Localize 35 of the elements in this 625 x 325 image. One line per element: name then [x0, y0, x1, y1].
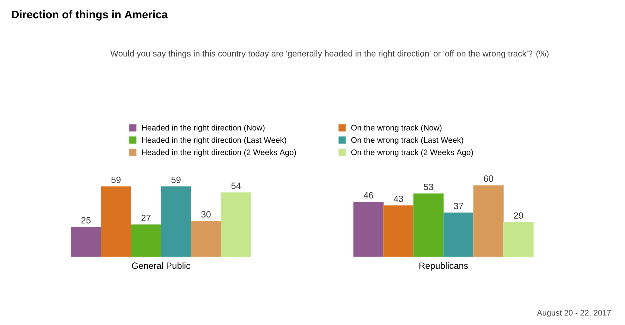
- x-tick-label: Republicans: [420, 262, 468, 271]
- bar: [101, 186, 132, 258]
- legend-label: On the wrong track (2 Weeks Ago): [352, 149, 474, 157]
- bar: [191, 221, 222, 258]
- bar: [161, 186, 192, 258]
- legend-label: On the wrong track (Now): [352, 124, 442, 132]
- data-label: 59: [112, 176, 121, 184]
- data-label: 53: [424, 184, 434, 190]
- chart-title: Direction of things in America: [12, 10, 168, 21]
- legend-label: Headed in the right direction (Now): [142, 124, 265, 132]
- legend-label: On the wrong track (Last Week): [352, 137, 464, 145]
- data-label: 37: [454, 203, 464, 210]
- bar: [354, 202, 384, 258]
- bar: [221, 192, 252, 258]
- data-label: 43: [394, 196, 404, 202]
- bar: [444, 212, 474, 258]
- bar: [384, 206, 414, 258]
- bar: [414, 194, 444, 258]
- data-label: 54: [232, 182, 241, 190]
- x-tick-label: General Public: [132, 262, 191, 270]
- legend-label: Headed in the right direction (Last Week): [142, 137, 286, 145]
- text: August 20 - 22, 2017: [537, 310, 612, 318]
- data-label: 59: [172, 176, 181, 184]
- bar: [504, 222, 534, 258]
- bar: [131, 224, 162, 258]
- data-label: 60: [484, 176, 494, 182]
- data-label: 25: [82, 217, 91, 224]
- data-label: 30: [202, 211, 211, 218]
- data-label: 27: [142, 215, 151, 222]
- bar: [474, 185, 504, 258]
- bar: [71, 227, 102, 258]
- data-label: 29: [514, 212, 524, 219]
- legend-label: Headed in the right direction (2 Weeks Ago): [142, 149, 296, 157]
- chart-subtitle: Would you say things in this country today are 'generally headed in the right direction' or 'off on the wrong track'? (%): [110, 50, 549, 58]
- data-label: 46: [364, 192, 374, 199]
